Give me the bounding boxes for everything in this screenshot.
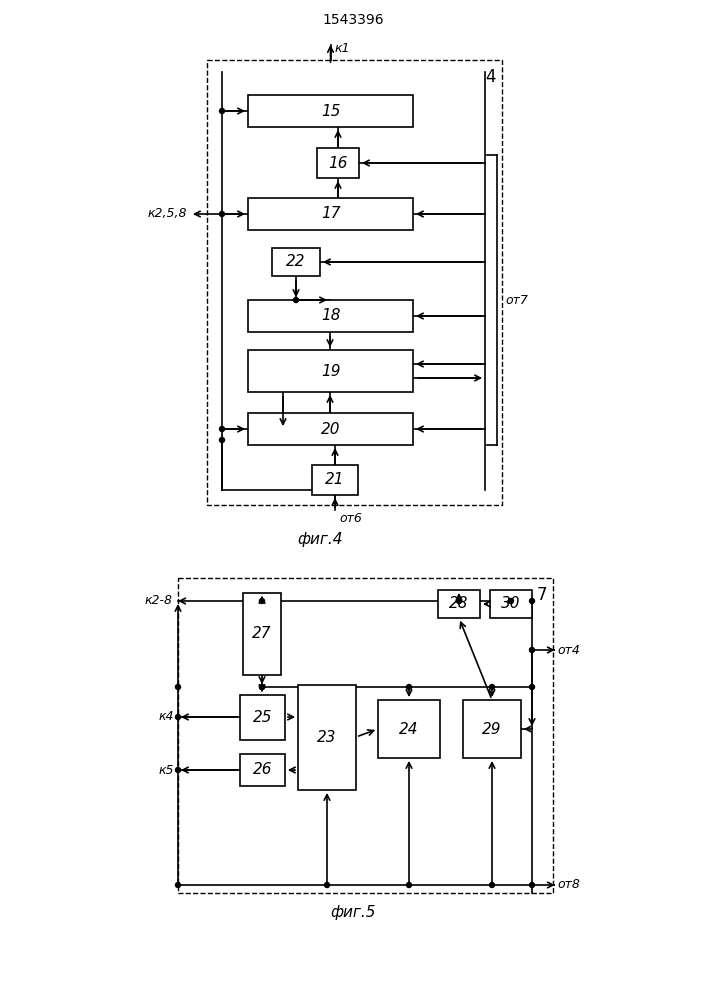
Bar: [248, 95, 413, 127]
Text: 28: 28: [449, 596, 469, 611]
Circle shape: [175, 684, 180, 690]
Bar: [463, 700, 521, 758]
Circle shape: [530, 684, 534, 690]
Text: 23: 23: [317, 730, 337, 745]
Text: 29: 29: [482, 722, 502, 736]
Text: от8: от8: [557, 879, 580, 892]
Text: 15: 15: [321, 104, 340, 118]
Text: 22: 22: [286, 254, 305, 269]
Bar: [317, 148, 359, 178]
Bar: [312, 465, 358, 495]
Bar: [240, 754, 285, 786]
Text: 7: 7: [537, 586, 547, 604]
Bar: [490, 590, 532, 618]
Text: к2-8: к2-8: [145, 594, 173, 607]
Circle shape: [325, 882, 329, 888]
Text: 18: 18: [321, 308, 340, 324]
Circle shape: [259, 684, 264, 690]
Bar: [248, 198, 413, 230]
Text: к5: к5: [158, 764, 174, 776]
Text: 21: 21: [325, 473, 345, 488]
Bar: [272, 248, 320, 276]
Circle shape: [259, 684, 264, 690]
Bar: [378, 700, 440, 758]
Circle shape: [219, 108, 225, 113]
Circle shape: [489, 684, 494, 690]
Circle shape: [175, 882, 180, 888]
Text: к2,5,8: к2,5,8: [148, 208, 187, 221]
Circle shape: [219, 426, 225, 432]
Circle shape: [407, 684, 411, 690]
Text: 26: 26: [252, 762, 272, 778]
Circle shape: [175, 768, 180, 772]
Circle shape: [175, 714, 180, 720]
Circle shape: [219, 438, 225, 442]
Text: от6: от6: [339, 512, 362, 525]
Text: 4: 4: [486, 68, 496, 86]
Text: 16: 16: [328, 155, 348, 170]
Bar: [240, 695, 285, 740]
Bar: [298, 685, 356, 790]
Circle shape: [259, 598, 264, 603]
Text: фиг.4: фиг.4: [297, 532, 343, 547]
Text: 19: 19: [321, 363, 340, 378]
Circle shape: [489, 882, 494, 888]
Text: 27: 27: [252, 626, 271, 642]
Circle shape: [457, 598, 462, 603]
Text: к4: к4: [158, 710, 174, 724]
Circle shape: [508, 598, 513, 603]
Text: от7: от7: [505, 294, 528, 306]
Bar: [248, 300, 413, 332]
Text: 24: 24: [399, 722, 419, 736]
Text: 17: 17: [321, 207, 340, 222]
Circle shape: [407, 882, 411, 888]
Text: к1: к1: [334, 41, 350, 54]
Bar: [207, 60, 502, 505]
Circle shape: [293, 298, 298, 302]
Circle shape: [530, 882, 534, 888]
Bar: [248, 350, 413, 392]
Circle shape: [530, 598, 534, 603]
Text: 20: 20: [321, 422, 340, 436]
Text: от4: от4: [557, 644, 580, 656]
Bar: [243, 593, 281, 675]
Circle shape: [219, 212, 225, 217]
Text: 1543396: 1543396: [322, 13, 384, 27]
Text: 30: 30: [501, 596, 521, 611]
Bar: [438, 590, 480, 618]
Text: фиг.5: фиг.5: [330, 905, 375, 920]
Text: 25: 25: [252, 710, 272, 725]
Bar: [248, 413, 413, 445]
Circle shape: [530, 648, 534, 652]
Bar: [178, 578, 553, 893]
